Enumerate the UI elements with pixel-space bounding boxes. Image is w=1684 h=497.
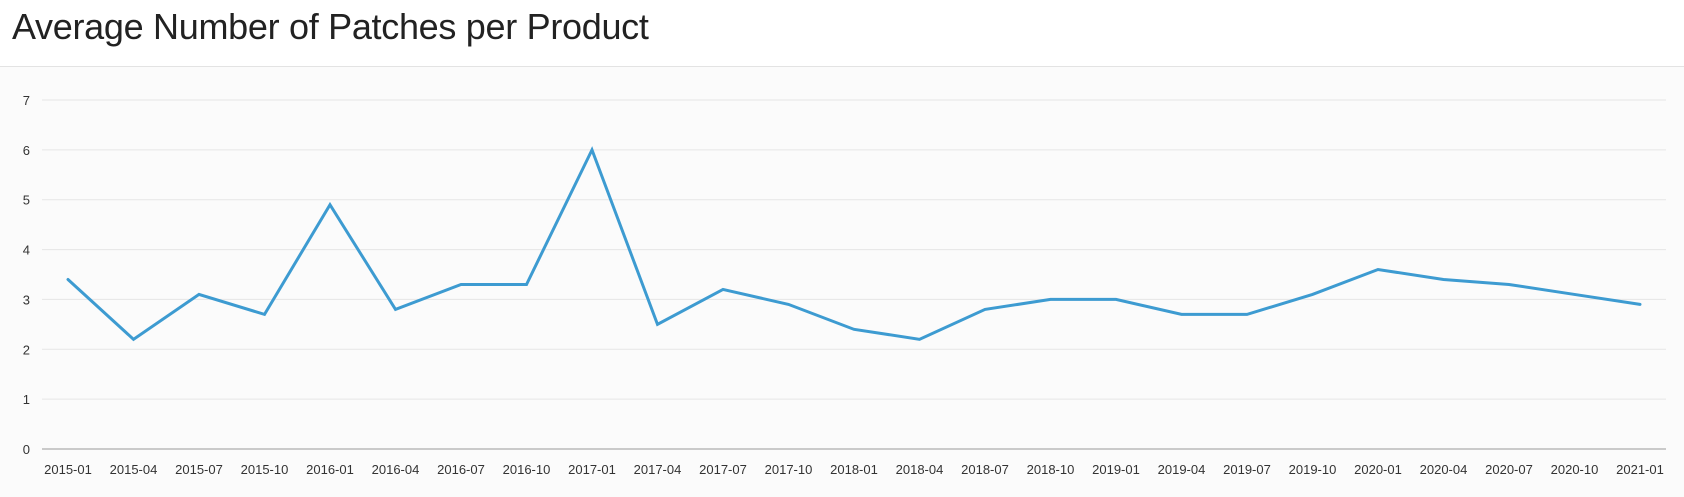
y-tick-label: 1 [23,392,30,407]
x-tick-label: 2017-10 [765,462,813,477]
x-tick-label: 2019-07 [1223,462,1271,477]
y-tick-label: 2 [23,342,30,357]
x-tick-label: 2020-10 [1551,462,1599,477]
page-header: Average Number of Patches per Product [0,0,1684,67]
y-tick-label: 6 [23,143,30,158]
y-tick-label: 5 [23,193,30,208]
x-tick-label: 2015-10 [241,462,289,477]
x-tick-label: 2020-07 [1485,462,1533,477]
x-tick-label: 2020-04 [1420,462,1468,477]
y-axis-ticks: 0 1 2 3 4 5 6 7 [23,93,30,457]
series-line [66,146,1642,342]
x-tick-label: 2016-07 [437,462,485,477]
x-tick-label: 2016-01 [306,462,354,477]
y-tick-label: 0 [23,442,30,457]
x-tick-label: 2018-04 [896,462,944,477]
x-tick-label: 2018-10 [1027,462,1075,477]
x-tick-label: 2017-04 [634,462,682,477]
page-title: Average Number of Patches per Product [12,6,649,47]
x-tick-label: 2020-01 [1354,462,1402,477]
x-tick-label: 2015-04 [110,462,158,477]
x-tick-label: 2017-07 [699,462,747,477]
x-tick-label: 2019-10 [1289,462,1337,477]
chart-panel [0,67,1684,497]
grid-layer [42,99,1666,450]
series-layer [66,146,1642,342]
x-tick-label: 2018-01 [830,462,878,477]
x-tick-label: 2016-10 [503,462,551,477]
x-tick-label: 2015-07 [175,462,223,477]
x-tick-label: 2021-01 [1616,462,1664,477]
x-tick-label: 2016-04 [372,462,420,477]
y-tick-label: 3 [23,292,30,307]
x-tick-label: 2015-01 [44,462,92,477]
x-axis-ticks: 2015-01 2015-04 2015-07 2015-10 2016-01 2016-… [44,462,1664,477]
x-tick-label: 2018-07 [961,462,1009,477]
y-tick-label: 4 [23,243,30,258]
y-tick-label: 7 [23,93,30,108]
x-tick-label: 2019-04 [1158,462,1206,477]
x-tick-label: 2019-01 [1092,462,1140,477]
x-tick-label: 2017-01 [568,462,616,477]
